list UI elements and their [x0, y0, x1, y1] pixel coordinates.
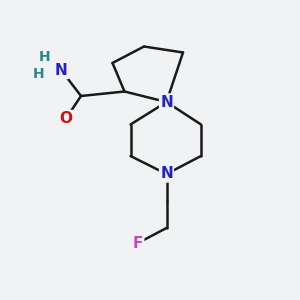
Text: F: F [133, 236, 143, 250]
Text: H: H [33, 67, 45, 80]
Text: O: O [59, 111, 73, 126]
Text: H: H [39, 50, 51, 64]
Text: N: N [55, 63, 68, 78]
Text: N: N [160, 94, 173, 110]
Text: N: N [160, 167, 173, 182]
